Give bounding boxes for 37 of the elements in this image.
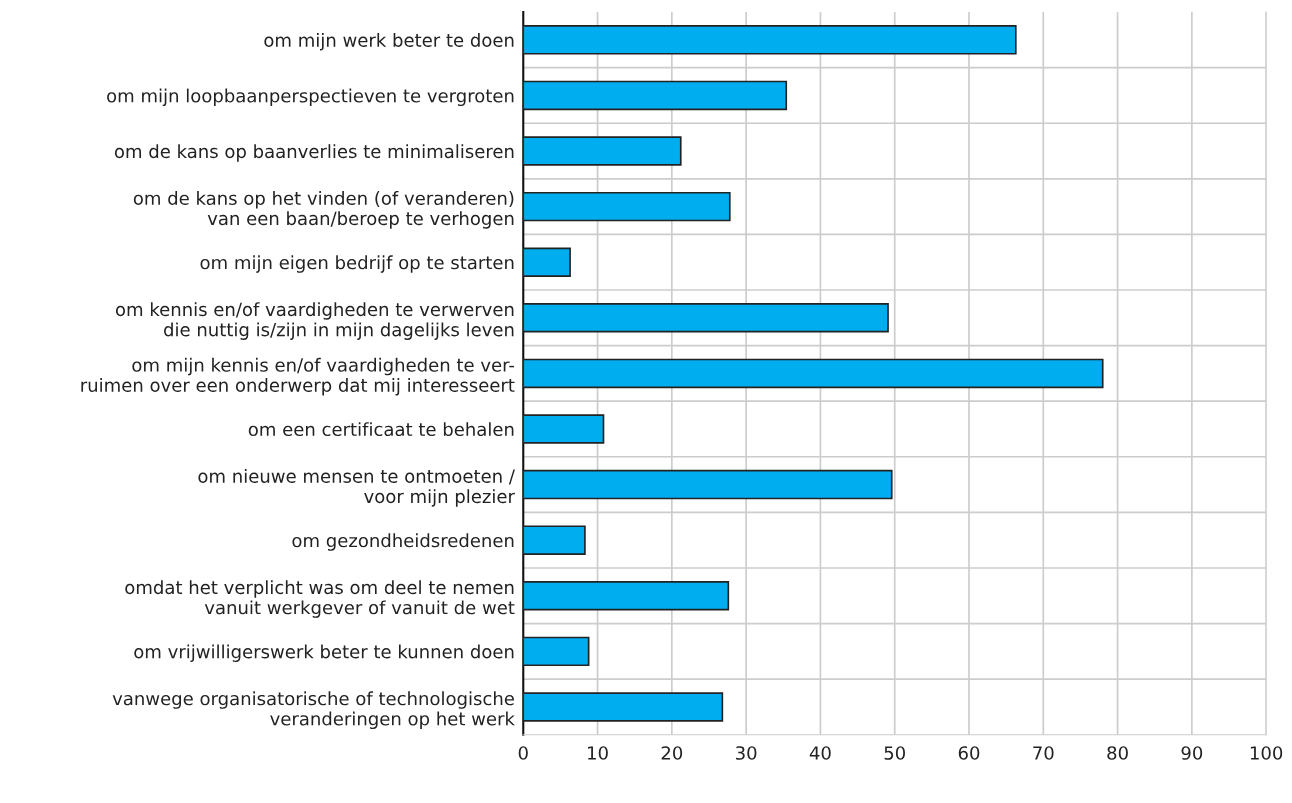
x-tick-label: 40 [809,746,831,760]
x-tick-label: 10 [588,746,608,760]
bar [523,136,682,166]
x-tick-label: 0 [518,746,528,760]
y-tick-label: om nieuwe mensen te ontmoeten / voor mijn plezier [198,468,515,507]
y-tick-label: om een certificaat te behalen [248,422,514,437]
bar [523,581,730,611]
bar [523,25,1017,55]
bar [523,525,586,555]
x-tick-label: 30 [736,746,757,760]
bar [523,191,731,222]
x-tick-label: 90 [1181,746,1203,760]
x-tick-label: 80 [1107,746,1128,760]
bar [523,636,590,667]
bar [523,358,1104,389]
bar [523,247,571,277]
bar [523,692,724,722]
x-tick-label: 100 [1250,746,1283,760]
x-tick-label: 70 [1033,746,1054,760]
x-tick-label: 50 [884,746,905,760]
bar [523,414,605,444]
y-tick-label: om mijn werk beter te doen [264,32,514,51]
y-tick-label: vanwege organisatorische of technologische veranderingen op het werk [112,691,515,730]
bar [523,80,788,111]
y-tick-label: om mijn loopbaanperspectieven te vergroten [107,88,514,107]
y-tick-label: om de kans op baanverlies te minimaliseren [114,144,514,162]
bar [523,469,893,500]
y-tick-label: om de kans op het vinden (of veranderen) van een baan/beroep te verhogen [133,191,514,229]
y-tick-label: om gezondheidsredenen [292,533,514,551]
bar [523,303,889,333]
x-tick-label: 60 [958,746,980,760]
x-tick-label: 20 [661,746,683,760]
y-tick-label: om mijn kennis en/of vaardigheden te ver- ruimen over een onderwerp dat mij interesseert [81,357,515,396]
y-tick-label: om mijn eigen bedrijf op te starten [200,255,514,273]
y-tick-label: om vrijwilligerswerk beter te kunnen doen [134,644,514,662]
y-tick-label: omdat het verplicht was om deel te nemen vanuit werkgever of vanuit de wet [125,580,515,618]
y-tick-label: om kennis en/of vaardigheden te verwerven die nuttig is/zijn in mijn dagelijks leven [115,302,514,340]
